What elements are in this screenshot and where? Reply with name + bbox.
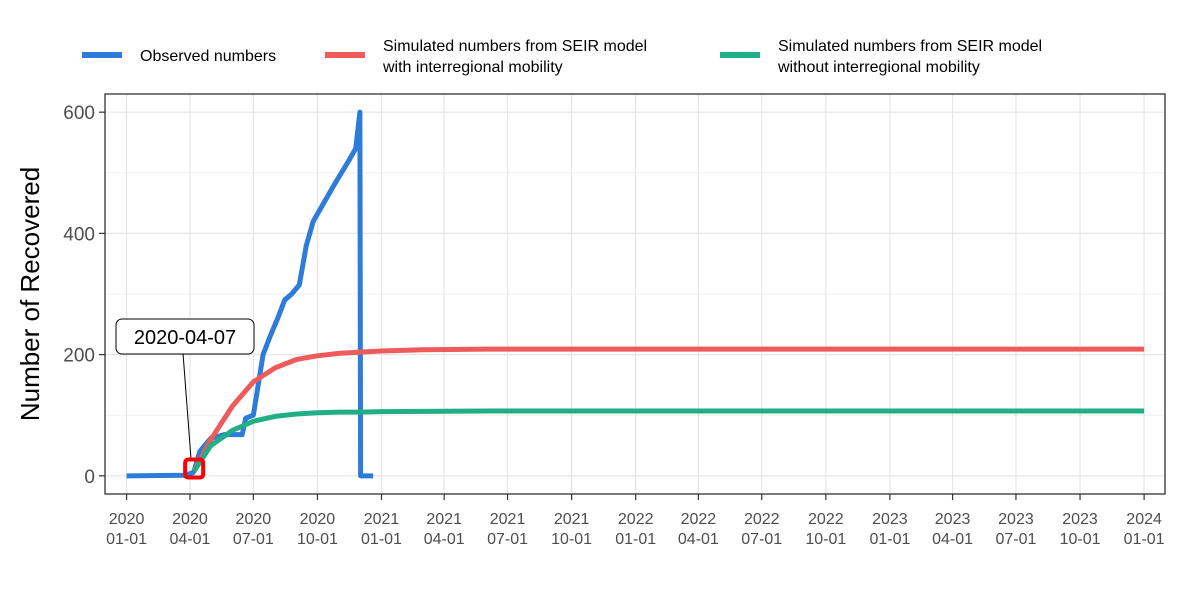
x-tick-label-year: 2020	[300, 511, 336, 528]
x-tick-label-day: 10-01	[1060, 531, 1101, 548]
y-tick-label: 0	[84, 467, 95, 488]
x-tick-label-year: 2023	[998, 511, 1034, 528]
x-tick-label: 2023 04-01	[932, 511, 973, 548]
series-line-1	[126, 109, 374, 479]
legend-label-3: Simulated numbers from SEIR model without…	[777, 38, 1042, 76]
x-tick-label-day: 07-01	[487, 531, 528, 548]
x-tick-label-day: 07-01	[741, 531, 782, 548]
x-tick-label-year: 2021	[554, 511, 590, 528]
y-tick-label: 200	[63, 346, 95, 367]
x-tick-label-day: 04-01	[678, 531, 719, 548]
annotation-marker	[183, 457, 206, 480]
x-tick-label-year: 2022	[681, 511, 717, 528]
annotation-label: 2020-04-07	[134, 327, 236, 349]
annotation-leader	[182, 352, 192, 461]
series-group	[126, 109, 1145, 479]
x-tick-label: 2020 04-01	[170, 511, 211, 548]
x-tick-label-year: 2021	[364, 511, 400, 528]
x-tick-label-year: 2022	[744, 511, 780, 528]
x-tick-label-year: 2022	[808, 511, 844, 528]
x-tick-label-day: 07-01	[995, 531, 1036, 548]
x-tick-label: 2021 07-01	[487, 511, 528, 548]
x-tick-label-day: 10-01	[805, 531, 846, 548]
x-tick-label-day: 10-01	[551, 531, 592, 548]
x-tick-label-day: 01-01	[1124, 531, 1165, 548]
legend-label-line: Simulated numbers from SEIR model	[778, 38, 1042, 55]
grid	[105, 94, 1165, 494]
x-tick-label-year: 2021	[490, 511, 526, 528]
legend-label-1: Observed numbers	[140, 48, 276, 65]
x-tick-label-year: 2024	[1126, 511, 1162, 528]
y-tick-label: 400	[63, 224, 95, 245]
x-tick-label-year: 2020	[236, 511, 272, 528]
x-tick-label: 2022 04-01	[678, 511, 719, 548]
x-tick-label-day: 07-01	[233, 531, 274, 548]
legend-label-line: without interregional mobility	[777, 59, 980, 76]
x-tick-label-year: 2020	[172, 511, 208, 528]
x-tick-label: 2022 01-01	[615, 511, 656, 548]
legend-label-line: Simulated numbers from SEIR model	[383, 38, 647, 55]
x-tick-label-day: 10-01	[297, 531, 338, 548]
legend-label-line: Observed numbers	[140, 48, 276, 65]
legend-label-line: with interregional mobility	[382, 59, 563, 76]
x-tick-label-day: 01-01	[869, 531, 910, 548]
x-tick-label: 2020 10-01	[297, 511, 338, 548]
series-line-2	[191, 346, 1145, 473]
x-tick-label: 2020 07-01	[233, 511, 274, 548]
annotation-box	[115, 318, 255, 355]
x-tick-label-day: 04-01	[932, 531, 973, 548]
y-axis-title: Number of Recovered	[15, 167, 45, 421]
x-tick-label-year: 2020	[109, 511, 145, 528]
x-tick-label-day: 04-01	[424, 531, 465, 548]
x-tick-label-year: 2021	[426, 511, 462, 528]
x-tick-label: 2021 01-01	[361, 511, 402, 548]
x-tick-label-year: 2023	[1062, 511, 1098, 528]
x-tick-label: 2021 10-01	[551, 511, 592, 548]
x-tick-label: 2022 10-01	[805, 511, 846, 548]
legend: Observed numbers Simulated numbers from S…	[82, 38, 1042, 76]
y-tick-label: 600	[63, 103, 95, 124]
x-tick-label: 2023 10-01	[1060, 511, 1101, 548]
x-tick-label-year: 2023	[935, 511, 971, 528]
x-tick-label-day: 01-01	[106, 531, 147, 548]
x-tick-label-day: 04-01	[170, 531, 211, 548]
legend-label-2: Simulated numbers from SEIR model with in…	[382, 38, 647, 76]
annotation: 2020-04-07	[115, 318, 255, 480]
x-tick-label: 2023 01-01	[869, 511, 910, 548]
x-tick-label: 2020 01-01	[106, 511, 147, 548]
series-line-3	[192, 408, 1145, 473]
x-tick-label: 2023 07-01	[995, 511, 1036, 548]
x-tick-label-year: 2022	[618, 511, 654, 528]
x-tick-label-day: 01-01	[361, 531, 402, 548]
x-tick-label: 2024 01-01	[1124, 511, 1165, 548]
x-tick-label-year: 2023	[872, 511, 908, 528]
x-tick-label: 2021 04-01	[424, 511, 465, 548]
panel-border	[104, 93, 1166, 495]
x-tick-label: 2022 07-01	[741, 511, 782, 548]
x-tick-label-day: 01-01	[615, 531, 656, 548]
